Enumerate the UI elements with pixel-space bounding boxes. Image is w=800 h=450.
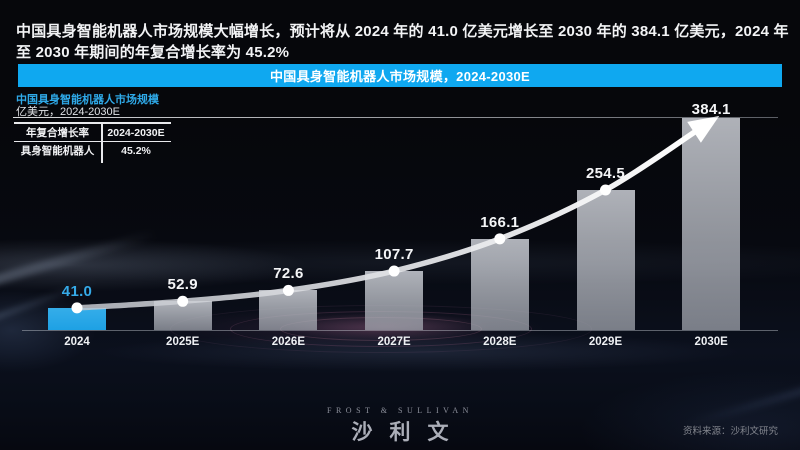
banner-title: 中国具身智能机器人市场规模，2024-2030E bbox=[269, 69, 531, 84]
value-label-2024: 41.0 bbox=[61, 282, 93, 300]
x-tick-2030E: 2030E bbox=[694, 336, 728, 348]
chart-title-banner: 中国具身智能机器人市场规模，2024-2030E bbox=[18, 64, 782, 87]
x-tick-2025E: 2025E bbox=[166, 336, 200, 348]
cagr-header-metric: 年复合增长率 bbox=[26, 127, 89, 139]
cagr-row-label: 具身智能机器人 bbox=[20, 145, 95, 157]
divider-line bbox=[13, 117, 778, 118]
cagr-table-data-row: 具身智能机器人 45.2% bbox=[14, 142, 171, 159]
cagr-table-header-row: 年复合增长率 2024-2030E bbox=[14, 124, 171, 142]
x-axis-line bbox=[22, 330, 778, 331]
x-tick-2024: 2024 bbox=[64, 336, 90, 348]
value-label-2026E: 72.6 bbox=[273, 265, 304, 283]
x-tick-2028E: 2028E bbox=[483, 336, 517, 348]
x-tick-2029E: 2029E bbox=[588, 336, 623, 348]
cagr-header-period: 2024-2030E bbox=[107, 126, 165, 139]
x-tick-2026E: 2026E bbox=[271, 336, 306, 348]
page-title: 中国具身智能机器人市场规模大幅增长，预计将从 2024 年的 41.0 亿美元增… bbox=[16, 23, 789, 61]
chart-unit-label: 亿美元，2024-2030E bbox=[16, 106, 120, 118]
value-label-2027E: 107.7 bbox=[374, 246, 414, 264]
x-tick-2027E: 2027E bbox=[377, 336, 411, 348]
bar-2024 bbox=[48, 307, 106, 331]
value-label-2030E: 384.1 bbox=[691, 101, 731, 119]
source-note: 资料来源：沙利文研究 bbox=[682, 426, 778, 437]
chart-name-label: 中国具身智能机器人市场规模 bbox=[16, 94, 159, 106]
cagr-table: 年复合增长率 2024-2030E 具身智能机器人 45.2% bbox=[14, 122, 171, 163]
value-label-2028E: 166.1 bbox=[480, 213, 520, 231]
cagr-table-column-divider bbox=[101, 124, 103, 163]
cagr-row-value: 45.2% bbox=[121, 144, 151, 157]
value-label-2025E: 52.9 bbox=[167, 276, 198, 294]
shalifen-logo: 沙利文 bbox=[351, 421, 466, 444]
value-label-2029E: 254.5 bbox=[585, 165, 626, 183]
frost-sullivan-wordmark: FROST & SULLIVAN bbox=[327, 406, 473, 415]
